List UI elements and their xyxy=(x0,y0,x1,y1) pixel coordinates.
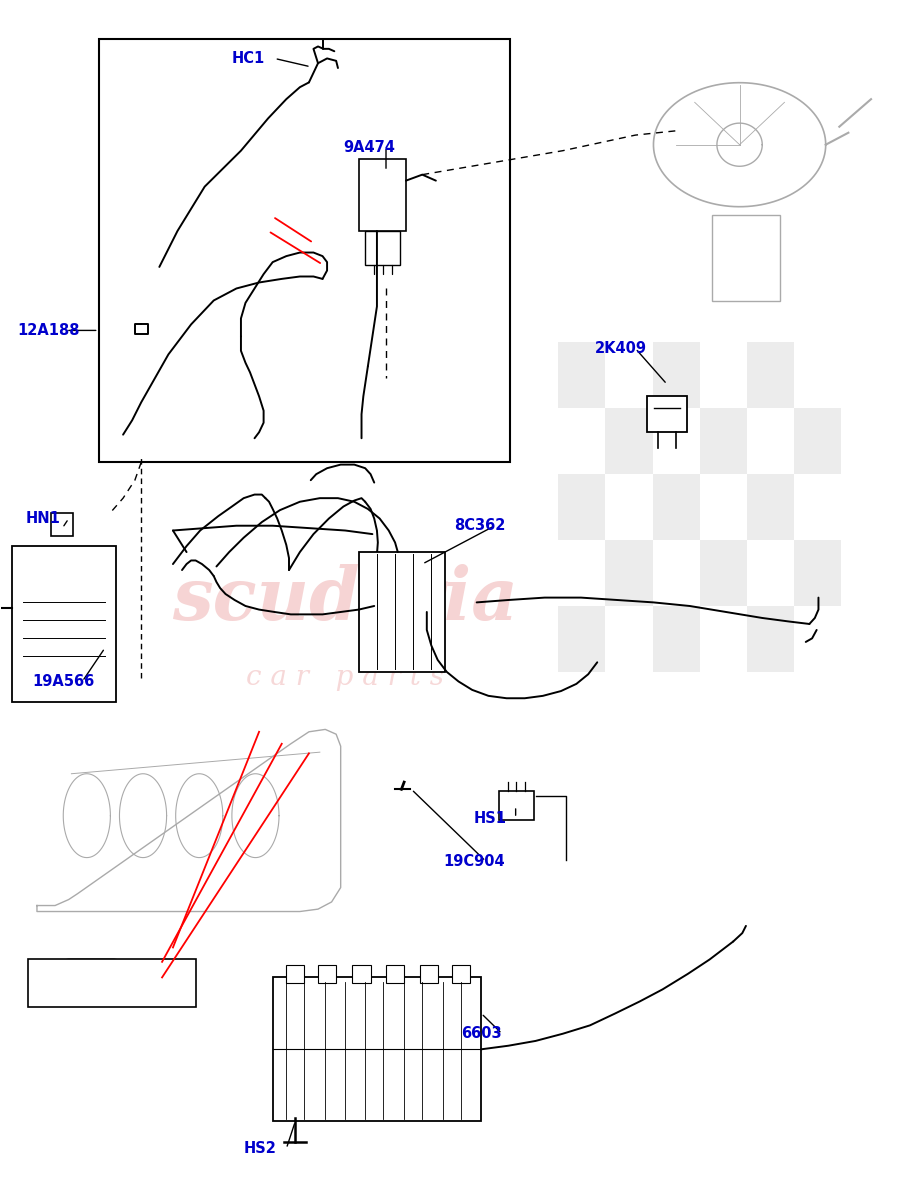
Bar xyxy=(318,966,336,984)
Bar xyxy=(499,791,534,821)
Text: HN1: HN1 xyxy=(26,511,61,526)
Bar xyxy=(647,396,687,432)
Polygon shape xyxy=(606,540,653,606)
Bar xyxy=(452,966,470,984)
Bar xyxy=(419,966,438,984)
Polygon shape xyxy=(747,474,794,540)
Text: 6603: 6603 xyxy=(461,1026,502,1042)
Polygon shape xyxy=(700,408,747,474)
Polygon shape xyxy=(558,474,606,540)
Polygon shape xyxy=(794,408,841,474)
Text: 2K409: 2K409 xyxy=(595,341,646,356)
Bar xyxy=(286,966,304,984)
Text: HS1: HS1 xyxy=(474,810,507,826)
Bar xyxy=(12,546,116,702)
Bar xyxy=(28,960,195,1007)
Text: 19C904: 19C904 xyxy=(443,853,505,869)
Text: c a r   p a r t s: c a r p a r t s xyxy=(246,665,444,691)
Bar xyxy=(365,230,400,264)
Bar xyxy=(359,160,406,230)
Text: 9A474: 9A474 xyxy=(343,139,395,155)
Polygon shape xyxy=(794,540,841,606)
Bar xyxy=(359,552,445,672)
Bar xyxy=(352,966,370,984)
Polygon shape xyxy=(606,408,653,474)
Bar xyxy=(713,215,780,301)
Text: 12A188: 12A188 xyxy=(17,323,80,338)
Text: 8C362: 8C362 xyxy=(454,518,506,533)
Polygon shape xyxy=(700,540,747,606)
Text: 19A566: 19A566 xyxy=(33,674,94,689)
Text: HS2: HS2 xyxy=(243,1141,277,1157)
Polygon shape xyxy=(558,606,606,672)
Text: HC1: HC1 xyxy=(232,50,265,66)
Polygon shape xyxy=(747,342,794,408)
Polygon shape xyxy=(653,606,700,672)
Bar xyxy=(52,512,74,536)
Text: scuderia: scuderia xyxy=(173,564,518,636)
Polygon shape xyxy=(558,342,606,408)
Polygon shape xyxy=(653,342,700,408)
Polygon shape xyxy=(653,474,700,540)
Bar xyxy=(386,966,404,984)
Polygon shape xyxy=(747,606,794,672)
Bar xyxy=(99,40,510,462)
Bar xyxy=(272,978,481,1121)
